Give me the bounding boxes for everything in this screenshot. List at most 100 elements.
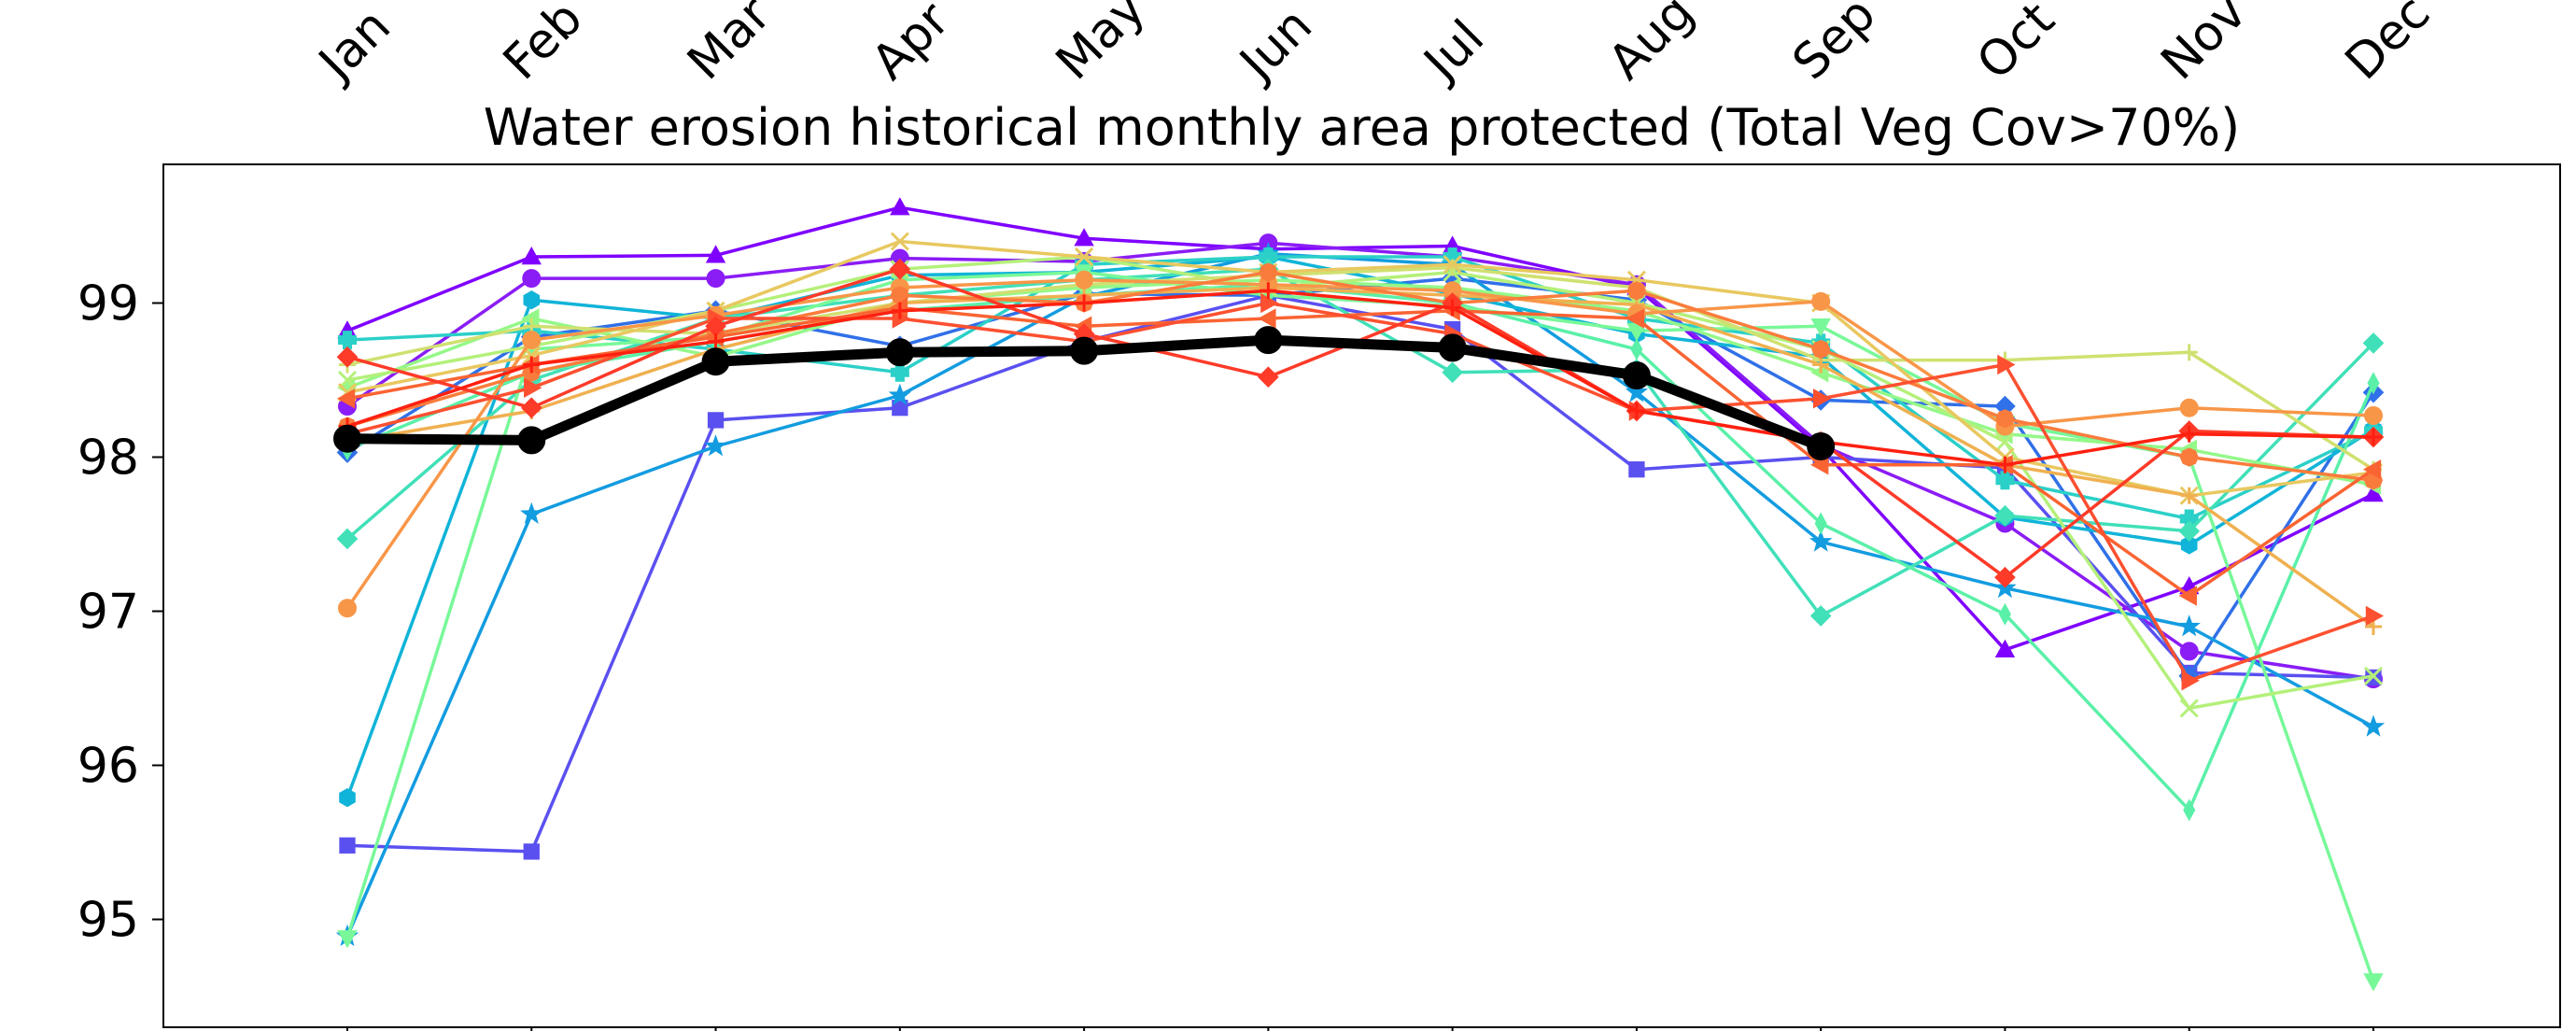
data-point (333, 424, 361, 453)
data-point (890, 362, 909, 382)
series-line (346, 286, 2375, 628)
data-point (1070, 336, 1099, 365)
data-point (523, 843, 540, 860)
data-point (521, 246, 542, 265)
data-point (2178, 586, 2197, 606)
data-point (1996, 456, 2014, 473)
x-tick-label: May (1046, 0, 1156, 91)
data-point (338, 331, 357, 350)
data-point (339, 787, 356, 808)
data-point (1625, 380, 1649, 403)
data-point (1075, 270, 1094, 290)
data-point (1438, 333, 1467, 362)
series-line (346, 277, 2374, 487)
data-point (890, 197, 910, 216)
data-point (339, 837, 356, 854)
series-line (346, 301, 2374, 683)
data-point (1626, 281, 1646, 301)
data-point (1258, 308, 1276, 329)
data-point (1811, 291, 1831, 311)
data-point (1074, 228, 1094, 247)
data-point (707, 332, 725, 350)
data-point (1814, 512, 1827, 535)
series-20 (336, 258, 2385, 588)
data-point (1810, 455, 1829, 475)
data-point (336, 528, 359, 550)
data-point (2180, 425, 2198, 443)
data-point (1995, 431, 2015, 452)
data-point (891, 302, 908, 319)
series-line (346, 241, 2374, 681)
series-11 (336, 270, 2382, 495)
x-tick-label: Feb (493, 0, 594, 91)
data-point (701, 347, 730, 376)
data-point (1811, 339, 1831, 360)
y-tick-label: 98 (77, 431, 139, 487)
series-16 (338, 270, 2383, 618)
data-point (1076, 294, 1093, 312)
plot-frame (162, 163, 2561, 1028)
data-point (1995, 471, 2015, 490)
x-tick-label: Oct (1966, 0, 2065, 91)
y-tick-label: 95 (77, 893, 139, 949)
x-tick-label: Aug (1598, 0, 1705, 91)
data-point (2179, 699, 2199, 718)
series-17 (337, 262, 2384, 490)
x-tick-label: Nov (2150, 0, 2257, 91)
series-line (345, 251, 2374, 938)
data-point (2183, 798, 2196, 822)
data-point (2178, 520, 2201, 543)
data-point (1812, 356, 1830, 374)
data-point (1075, 247, 1094, 267)
data-point (707, 412, 725, 429)
data-point (892, 400, 908, 417)
data-point (2180, 344, 2198, 361)
data-point (2361, 714, 2386, 737)
data-point (888, 383, 911, 405)
data-point (1254, 326, 1283, 355)
data-point (1630, 338, 1643, 360)
y-tick-label: 97 (77, 585, 139, 641)
data-point (520, 397, 542, 419)
data-point (1994, 639, 2016, 657)
data-point (1258, 366, 1279, 388)
series-line (345, 277, 2374, 610)
data-point (2363, 973, 2384, 992)
data-point (704, 434, 727, 457)
series-line (346, 282, 2375, 812)
data-point (2363, 484, 2384, 502)
data-point (2365, 605, 2385, 627)
data-point (2179, 642, 2199, 661)
data-point (336, 346, 359, 368)
data-point (1443, 299, 1461, 317)
data-point (523, 290, 541, 310)
data-point (889, 258, 911, 280)
data-point (1994, 566, 2016, 588)
x-tick-label: Apr (862, 0, 961, 91)
series-layer (333, 197, 2386, 992)
data-point (2179, 398, 2199, 417)
data-point (1995, 409, 2015, 429)
series-2 (338, 233, 2383, 689)
series-line (346, 270, 2374, 483)
data-point (1622, 361, 1651, 390)
data-point (2180, 535, 2198, 555)
data-point (1807, 431, 1836, 460)
x-tick-label: Jan (307, 0, 401, 92)
data-point (1443, 255, 1462, 275)
series-line (346, 293, 2374, 854)
x-tick-label: Mar (677, 0, 781, 91)
data-point (2367, 372, 2380, 395)
data-point (1627, 403, 1645, 419)
data-point (1442, 361, 1463, 384)
series-line (346, 289, 2374, 467)
data-point (2180, 487, 2198, 504)
data-point (1810, 318, 1831, 337)
x-tick-label: Jul (1412, 9, 1495, 92)
data-point (517, 426, 546, 455)
data-point (1809, 605, 1832, 627)
data-point (2362, 459, 2382, 480)
data-point (2179, 447, 2199, 467)
data-point (522, 331, 542, 350)
data-point (336, 388, 356, 409)
